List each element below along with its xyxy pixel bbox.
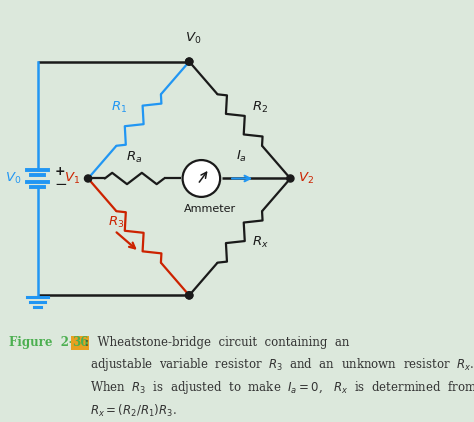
Text: $R_a$: $R_a$ xyxy=(126,150,143,165)
Text: $V_1$: $V_1$ xyxy=(64,171,80,186)
Text: +: + xyxy=(55,165,65,178)
Text: $R_x$: $R_x$ xyxy=(252,235,269,250)
Circle shape xyxy=(182,160,220,197)
Circle shape xyxy=(186,58,193,65)
Circle shape xyxy=(186,292,193,299)
Text: Wheatstone-bridge  circuit  containing  an
adjustable  variable  resistor  $R_3$: Wheatstone-bridge circuit containing an … xyxy=(90,336,474,419)
Text: Ammeter: Ammeter xyxy=(184,204,237,214)
Text: Figure  2-: Figure 2- xyxy=(9,336,73,349)
Text: $R_2$: $R_2$ xyxy=(252,100,268,115)
Text: $I_a$: $I_a$ xyxy=(237,149,247,164)
Text: $V_2$: $V_2$ xyxy=(298,171,314,186)
Text: −: − xyxy=(55,177,68,192)
Text: $V_0$: $V_0$ xyxy=(185,30,201,46)
Text: :: : xyxy=(84,336,89,349)
Text: $R_3$: $R_3$ xyxy=(108,214,124,230)
Text: 36: 36 xyxy=(72,336,88,349)
Text: $V_0$: $V_0$ xyxy=(5,171,21,186)
Circle shape xyxy=(84,175,91,182)
Circle shape xyxy=(186,58,193,65)
Circle shape xyxy=(186,292,193,299)
Circle shape xyxy=(287,175,294,182)
Text: $R_1$: $R_1$ xyxy=(111,100,127,115)
